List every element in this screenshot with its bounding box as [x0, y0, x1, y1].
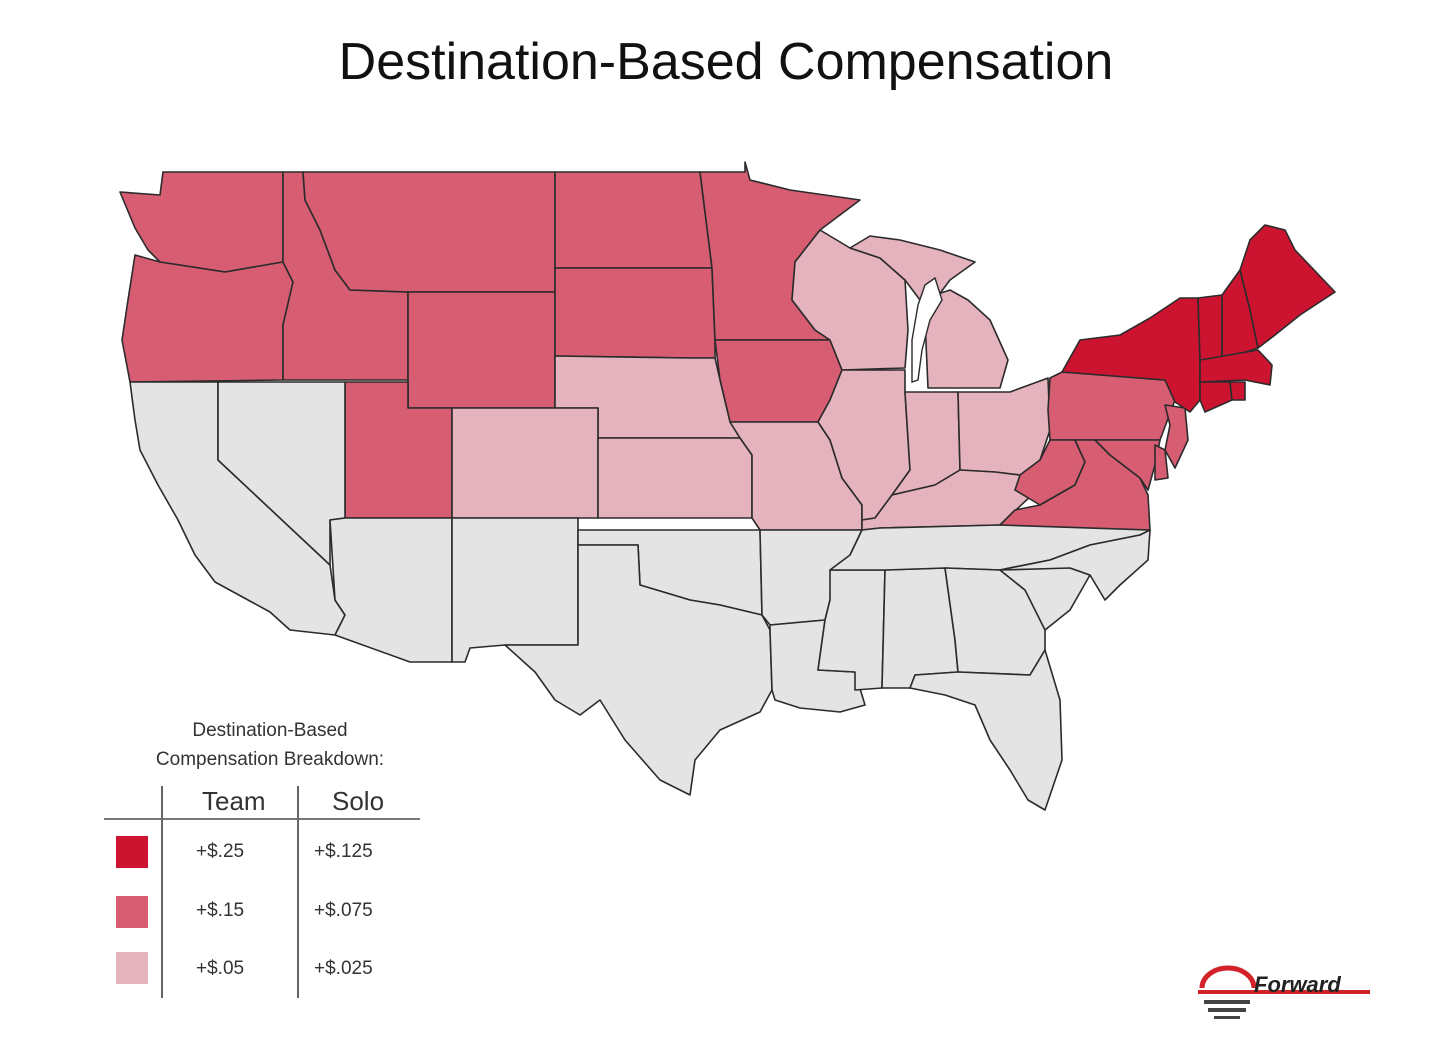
- state-KS[interactable]: [597, 437, 753, 519]
- state-OH[interactable]: [957, 377, 1051, 476]
- state-AL[interactable]: [881, 567, 959, 689]
- state-FL[interactable]: [909, 649, 1063, 811]
- state-KY[interactable]: [861, 469, 1036, 531]
- page-title: Destination-Based Compensation: [338, 33, 1114, 91]
- state-ND[interactable]: [554, 171, 713, 269]
- legend-title-line-2: Compensation Breakdown:: [155, 749, 385, 770]
- state-NJ[interactable]: [1164, 404, 1189, 469]
- legend-title-line-1: Destination-Based: [192, 720, 348, 741]
- state-WY[interactable]: [407, 291, 556, 409]
- legend-team-value-high: +$.25: [196, 841, 245, 862]
- state-MT[interactable]: [302, 171, 556, 293]
- state-MD[interactable]: [1094, 439, 1161, 491]
- lake-michigan: [911, 276, 943, 383]
- state-WI[interactable]: [791, 229, 909, 371]
- forward-logo-mark-icon: [1198, 965, 1370, 1019]
- state-CO[interactable]: [451, 407, 599, 519]
- legend-solo-value-high: +$.125: [314, 841, 373, 862]
- legend-header-team: Team: [202, 786, 266, 816]
- state-TX[interactable]: [504, 544, 773, 796]
- legend-team-value-mid: +$.15: [196, 900, 245, 921]
- legend-column-divider-2: [297, 786, 299, 998]
- state-RI[interactable]: [1229, 381, 1246, 401]
- legend-swatch-low: [116, 952, 148, 984]
- legend-swatch-high: [116, 836, 148, 868]
- legend-swatch-mid: [116, 896, 148, 928]
- legend-header-divider: [104, 818, 420, 820]
- legend-team-value-low: +$.05: [196, 958, 245, 979]
- state-IA[interactable]: [714, 339, 843, 423]
- state-CT[interactable]: [1199, 381, 1233, 413]
- forward-logo: Forward: [1196, 964, 1376, 1026]
- state-NC[interactable]: [999, 529, 1151, 601]
- state-NM[interactable]: [451, 517, 579, 663]
- legend-solo-value-low: +$.025: [314, 958, 373, 979]
- state-AZ[interactable]: [329, 517, 453, 663]
- state-ME[interactable]: [1239, 224, 1336, 349]
- legend-solo-value-mid: +$.075: [314, 900, 373, 921]
- state-PA[interactable]: [1047, 371, 1176, 441]
- state-OR[interactable]: [121, 254, 294, 383]
- state-SD[interactable]: [554, 267, 716, 359]
- legend-title: Destination-Based Compensation Breakdown…: [110, 716, 430, 774]
- forward-logo-text: Forward: [1254, 972, 1341, 997]
- state-DE[interactable]: [1154, 444, 1169, 481]
- legend-column-divider-1: [161, 786, 163, 998]
- legend-header-solo: Solo: [332, 786, 385, 816]
- state-VT[interactable]: [1197, 294, 1223, 361]
